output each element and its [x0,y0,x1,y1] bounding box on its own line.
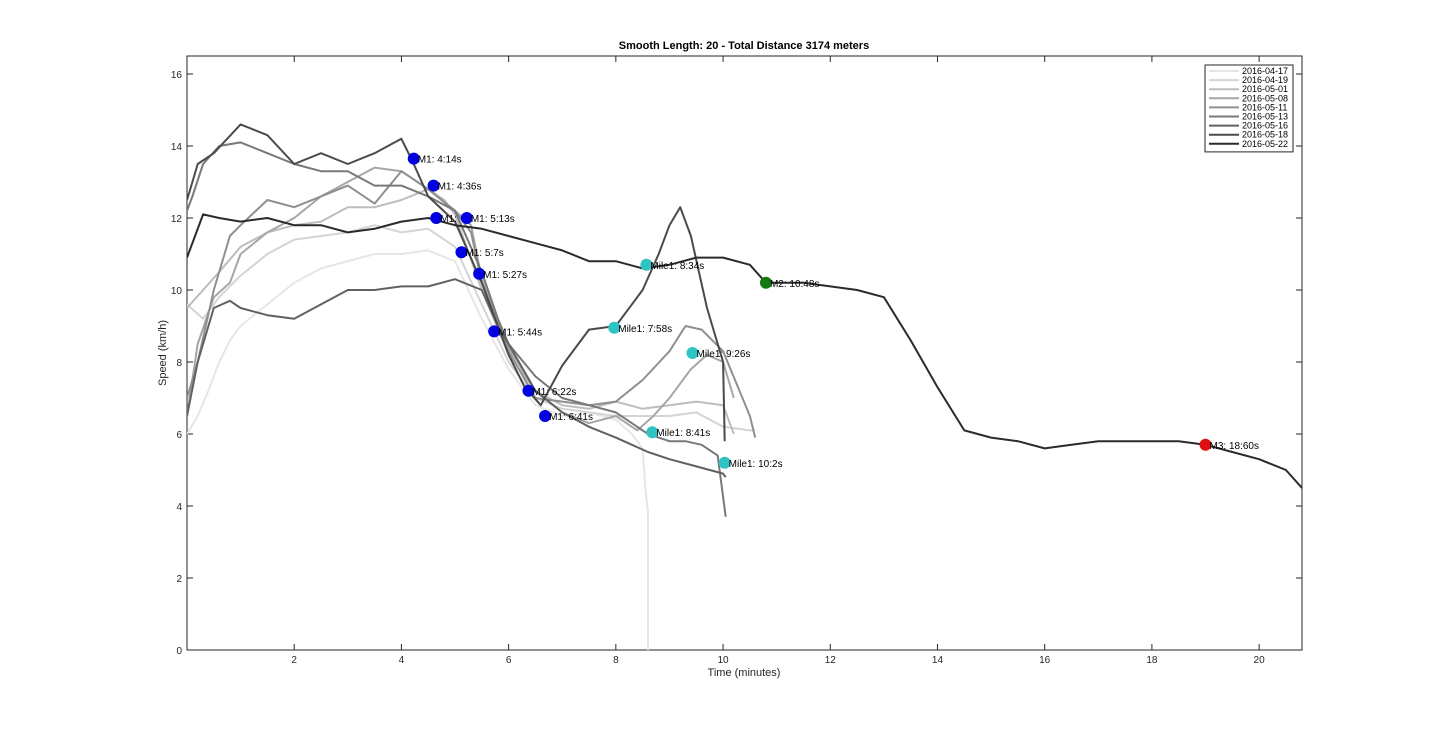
legend-entry: 2016-05-22 [1242,139,1288,149]
marker-label: M1: 6:41s [549,412,593,423]
legend-entry: 2016-05-13 [1242,112,1288,122]
marker-point [686,347,699,359]
legend-entry: 2016-05-08 [1242,93,1288,103]
mile-markers: M1: 4:14s M1: 4:36s M1: M1: 5:13s M1: 5:7s M1… [407,152,1259,470]
legend-entry: 2016-05-11 [1242,102,1287,112]
marker-label: M1: 4:36s [438,182,482,193]
marker-label: M2: 10:48s [770,279,819,290]
marker-label: M1: 4:14s [418,155,462,166]
series-line-2016-04-17 [187,249,649,650]
y-tick-label: 14 [171,142,183,153]
series-line-2016-05-18 [187,123,726,442]
y-tick-label: 12 [171,214,183,225]
x-tick-label: 2 [291,655,297,666]
marker-label: Mile1: 8:34s [650,261,704,272]
legend: 2016-04-172016-04-192016-05-012016-05-08… [1204,64,1294,153]
x-tick-label: 8 [613,655,619,666]
y-tick-label: 4 [176,502,182,513]
y-tick-label: 10 [171,286,183,297]
x-tick-label: 18 [1146,655,1158,666]
y-tick-label: 2 [176,574,182,585]
marker-point [430,212,443,224]
marker-point [460,212,473,224]
x-tick-label: 10 [717,655,729,666]
series-line-2016-05-11 [187,170,757,438]
marker-point [646,426,659,439]
legend-entry: 2016-04-19 [1242,75,1288,85]
marker-point [427,179,440,192]
series-line-2016-05-16 [187,278,727,478]
marker-point [407,152,420,165]
marker-label: M1: 5:27s [483,270,527,281]
marker-point [488,325,501,338]
x-tick-label: 4 [399,655,405,666]
series-line-2016-05-08 [187,166,735,432]
legend-entry: 2016-04-17 [1242,66,1288,76]
x-tick-label: 14 [932,655,944,666]
y-axis-ticks: 0 2 4 6 8 10 12 14 16 [171,70,1302,657]
marker-label: M3: 18:60s [1210,441,1259,452]
x-axis-ticks: 2 4 6 8 10 12 14 16 18 20 [291,56,1265,666]
marker-point [539,410,552,422]
x-tick-label: 20 [1254,655,1266,666]
y-tick-label: 0 [176,646,182,657]
marker-label: M1: [440,214,457,225]
y-tick-label: 16 [171,70,183,81]
marker-point [608,321,621,334]
marker-label: Mile1: 10:2s [729,459,783,470]
marker-label: M1: 5:44s [498,327,542,338]
legend-entry: 2016-05-18 [1242,130,1288,140]
series-line-2016-05-22 [187,213,1302,489]
x-axis-label: Time (minutes) [708,667,781,679]
y-tick-label: 6 [176,430,182,441]
marker-label: M1: 5:7s [465,248,503,259]
legend-entry: 2016-05-16 [1242,121,1288,131]
marker-point [718,456,731,469]
y-axis-label: Speed (km/h) [157,320,169,386]
marker-label: Mile1: 9:26s [697,349,751,360]
y-tick-label: 8 [176,358,182,369]
marker-label: Mile1: 7:58s [618,324,672,335]
chart-title: Smooth Length: 20 - Total Distance 3174 … [619,40,869,52]
marker-point [473,267,486,280]
marker-point [455,246,468,259]
marker-point [640,258,653,271]
x-tick-label: 6 [506,655,512,666]
x-tick-label: 16 [1039,655,1051,666]
series-lines [187,123,1302,650]
marker-label: M1: 5:13s [471,214,515,225]
marker-point [1199,438,1212,451]
legend-entry: 2016-05-01 [1242,84,1288,94]
marker-label: Mile1: 8:41s [656,428,710,439]
plot-area [186,55,1303,651]
marker-label: M1: 6:22s [532,387,576,398]
x-tick-label: 12 [825,655,837,666]
marker-point [759,276,772,289]
marker-point [522,384,535,397]
series-line-2016-04-19 [187,224,756,432]
